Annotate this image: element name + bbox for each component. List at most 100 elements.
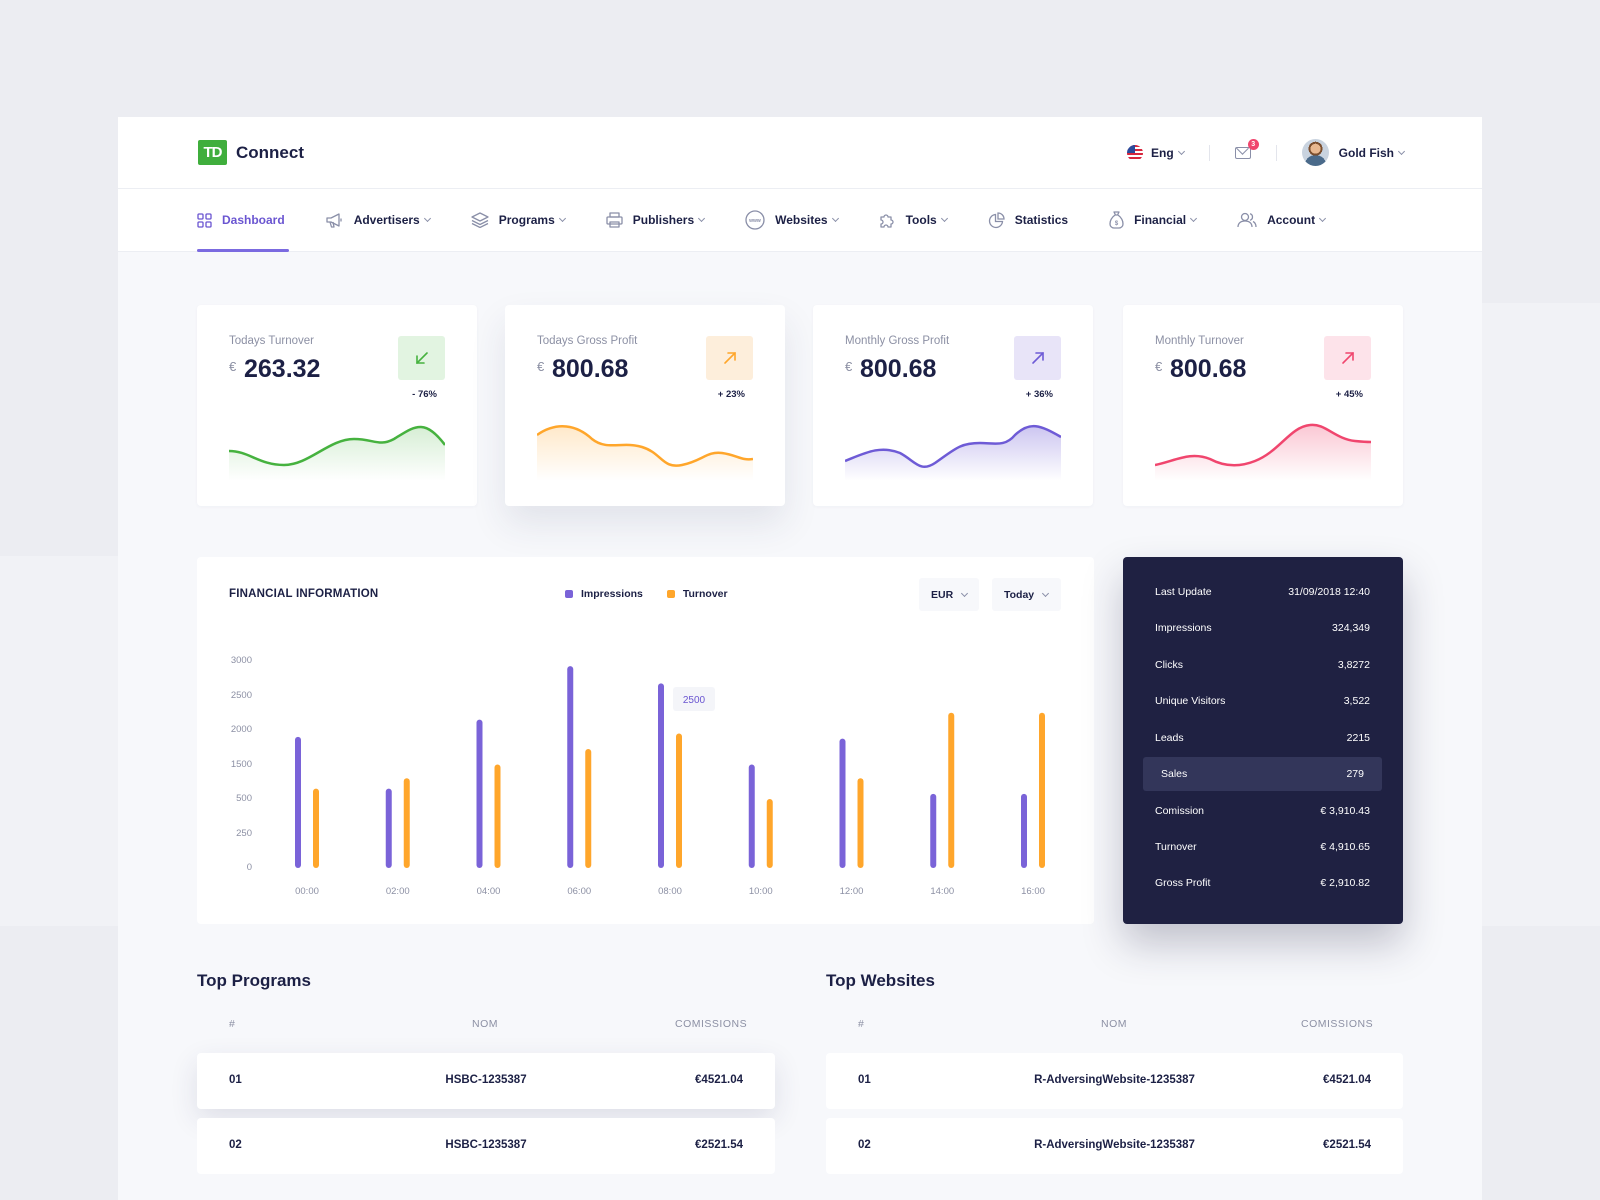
x-tick-label: 00:00 [295, 886, 319, 897]
nav-statistics-label: Statistics [1014, 213, 1069, 227]
y-tick-label: 250 [236, 827, 252, 839]
grid-icon [197, 212, 212, 228]
stat-row[interactable]: Sales 279 [1143, 757, 1382, 791]
table-row[interactable]: 01 R-AdversingWebsite-1235387 €4521.04 [826, 1053, 1403, 1109]
nav-websites-label: Websites [775, 213, 828, 227]
kpi-label: Todays Gross Profit [537, 335, 638, 347]
language-selector[interactable]: Eng [1126, 144, 1185, 161]
nav-statistics[interactable]: Statistics [988, 189, 1068, 252]
chevron-down-icon [698, 214, 706, 223]
legend-impressions[interactable]: Impressions [565, 588, 643, 600]
stat-row[interactable]: Leads 2215 [1143, 721, 1382, 755]
stat-value: 2215 [1346, 732, 1370, 744]
row-name: R-AdversingWebsite-1235387 [1034, 1139, 1195, 1151]
kpi-currency: € [845, 359, 853, 374]
stat-row[interactable]: Clicks 3,8272 [1143, 648, 1382, 682]
stat-label: Unique Visitors [1155, 695, 1226, 707]
stat-label: Gross Profit [1155, 877, 1211, 889]
bar-impressions[interactable] [658, 683, 664, 868]
megaphone-icon [326, 212, 342, 228]
bar-turnover[interactable] [766, 799, 773, 868]
mail-badge: 3 [1247, 138, 1259, 150]
kpi-value: 800.68 [1170, 355, 1247, 383]
nav-dashboard[interactable]: Dashboard [197, 189, 289, 252]
col-commissions: COMISSIONS [1301, 1018, 1374, 1030]
stat-row[interactable]: Unique Visitors 3,522 [1143, 684, 1382, 718]
y-tick-label: 2500 [230, 689, 252, 701]
legend-turnover[interactable]: Turnover [666, 588, 728, 600]
bar-impressions[interactable] [1021, 793, 1027, 868]
bar-turnover[interactable] [494, 764, 501, 869]
bar-turnover[interactable] [857, 778, 864, 868]
nav-advertisers[interactable]: Advertisers [326, 189, 431, 252]
bar-turnover[interactable] [403, 778, 410, 868]
sparkline-monthly-turnover [1155, 423, 1371, 481]
x-tick-label: 14:00 [930, 886, 955, 897]
user-menu[interactable]: Gold Fish [1301, 139, 1406, 166]
stat-row[interactable]: Impressions 324,349 [1143, 611, 1382, 645]
nav-financial[interactable]: $ Financial [1109, 189, 1198, 252]
nav-tools[interactable]: Tools [879, 189, 948, 252]
arrow-up-right-icon [706, 336, 753, 380]
currency-select-value: EUR [931, 588, 954, 601]
logo[interactable]: TD Connect [198, 140, 304, 165]
period-select[interactable]: Today [992, 578, 1061, 611]
chart-legend: Impressions Turnover [565, 588, 752, 600]
bar-impressions[interactable] [476, 719, 483, 868]
arrow-up-right-icon [1014, 336, 1061, 380]
mail-icon[interactable]: 3 [1234, 138, 1259, 159]
bar-impressions[interactable] [930, 793, 937, 868]
bar-impressions[interactable] [295, 736, 301, 868]
row-num: 01 [858, 1074, 871, 1086]
kpi-card-todays-turnover[interactable]: Todays Turnover € 263.32 - 76% [197, 305, 477, 506]
sparkline-turnover [229, 425, 445, 481]
row-num: 02 [858, 1139, 871, 1151]
kpi-label: Monthly Gross Profit [845, 335, 950, 347]
stat-value: 3,522 [1343, 695, 1370, 707]
stat-value: 31/09/2018 12:40 [1288, 586, 1370, 598]
panel-title: FINANCIAL INFORMATION [229, 588, 379, 600]
currency-select[interactable]: EUR [919, 578, 980, 611]
divider [1275, 144, 1277, 161]
nav-websites[interactable]: www Websites [745, 189, 839, 252]
stat-row[interactable]: Gross Profit € 2,910.82 [1143, 866, 1382, 900]
nav-programs-label: Programs [498, 213, 555, 227]
bar-turnover[interactable] [1039, 712, 1045, 868]
stat-row[interactable]: Comission € 3,910.43 [1143, 794, 1382, 828]
table-row[interactable]: 01 HSBC-1235387 €4521.04 [197, 1053, 775, 1109]
printer-icon [606, 212, 623, 228]
y-tick-label: 2000 [230, 724, 252, 735]
bar-impressions[interactable] [748, 764, 755, 869]
x-tick-label: 04:00 [476, 886, 501, 897]
stat-value: 324,349 [1332, 622, 1370, 634]
bar-turnover[interactable] [948, 712, 955, 868]
bar-turnover[interactable] [585, 748, 592, 868]
table-row[interactable]: 02 HSBC-1235387 €2521.54 [197, 1118, 775, 1174]
stat-label: Comission [1155, 805, 1205, 817]
bar-turnover[interactable] [313, 788, 319, 868]
kpi-card-monthly-gross-profit[interactable]: Monthly Gross Profit € 800.68 + 36% [813, 305, 1093, 506]
stat-row[interactable]: Turnover € 4,910.65 [1143, 830, 1382, 864]
stat-row[interactable]: Last Update 31/09/2018 12:40 [1143, 575, 1382, 609]
x-tick-label: 12:00 [839, 886, 864, 897]
sparkline-monthly-gross-profit [845, 425, 1061, 481]
x-tick-label: 16:00 [1021, 886, 1045, 897]
nav-programs[interactable]: Programs [471, 189, 566, 252]
top-programs-title: Top Programs [197, 971, 311, 990]
bar-impressions[interactable] [839, 738, 846, 868]
bar-turnover[interactable] [676, 733, 682, 868]
puzzle-icon [879, 213, 894, 228]
users-icon [1237, 212, 1257, 228]
nav-account[interactable]: Account [1237, 189, 1327, 252]
user-name: Gold Fish [1338, 145, 1394, 160]
kpi-card-todays-gross-profit[interactable]: Todays Gross Profit € 800.68 + 23% [505, 305, 785, 506]
bar-impressions[interactable] [385, 788, 392, 868]
kpi-value: 800.68 [860, 355, 937, 383]
legend-label: Turnover [682, 588, 728, 600]
period-select-value: Today [1004, 588, 1035, 601]
table-row[interactable]: 02 R-AdversingWebsite-1235387 €2521.54 [826, 1118, 1403, 1174]
nav-publishers[interactable]: Publishers [606, 189, 706, 252]
bar-impressions[interactable] [567, 666, 574, 868]
kpi-change: - 76% [412, 389, 437, 400]
kpi-card-monthly-turnover[interactable]: Monthly Turnover € 800.68 + 45% [1123, 305, 1403, 506]
